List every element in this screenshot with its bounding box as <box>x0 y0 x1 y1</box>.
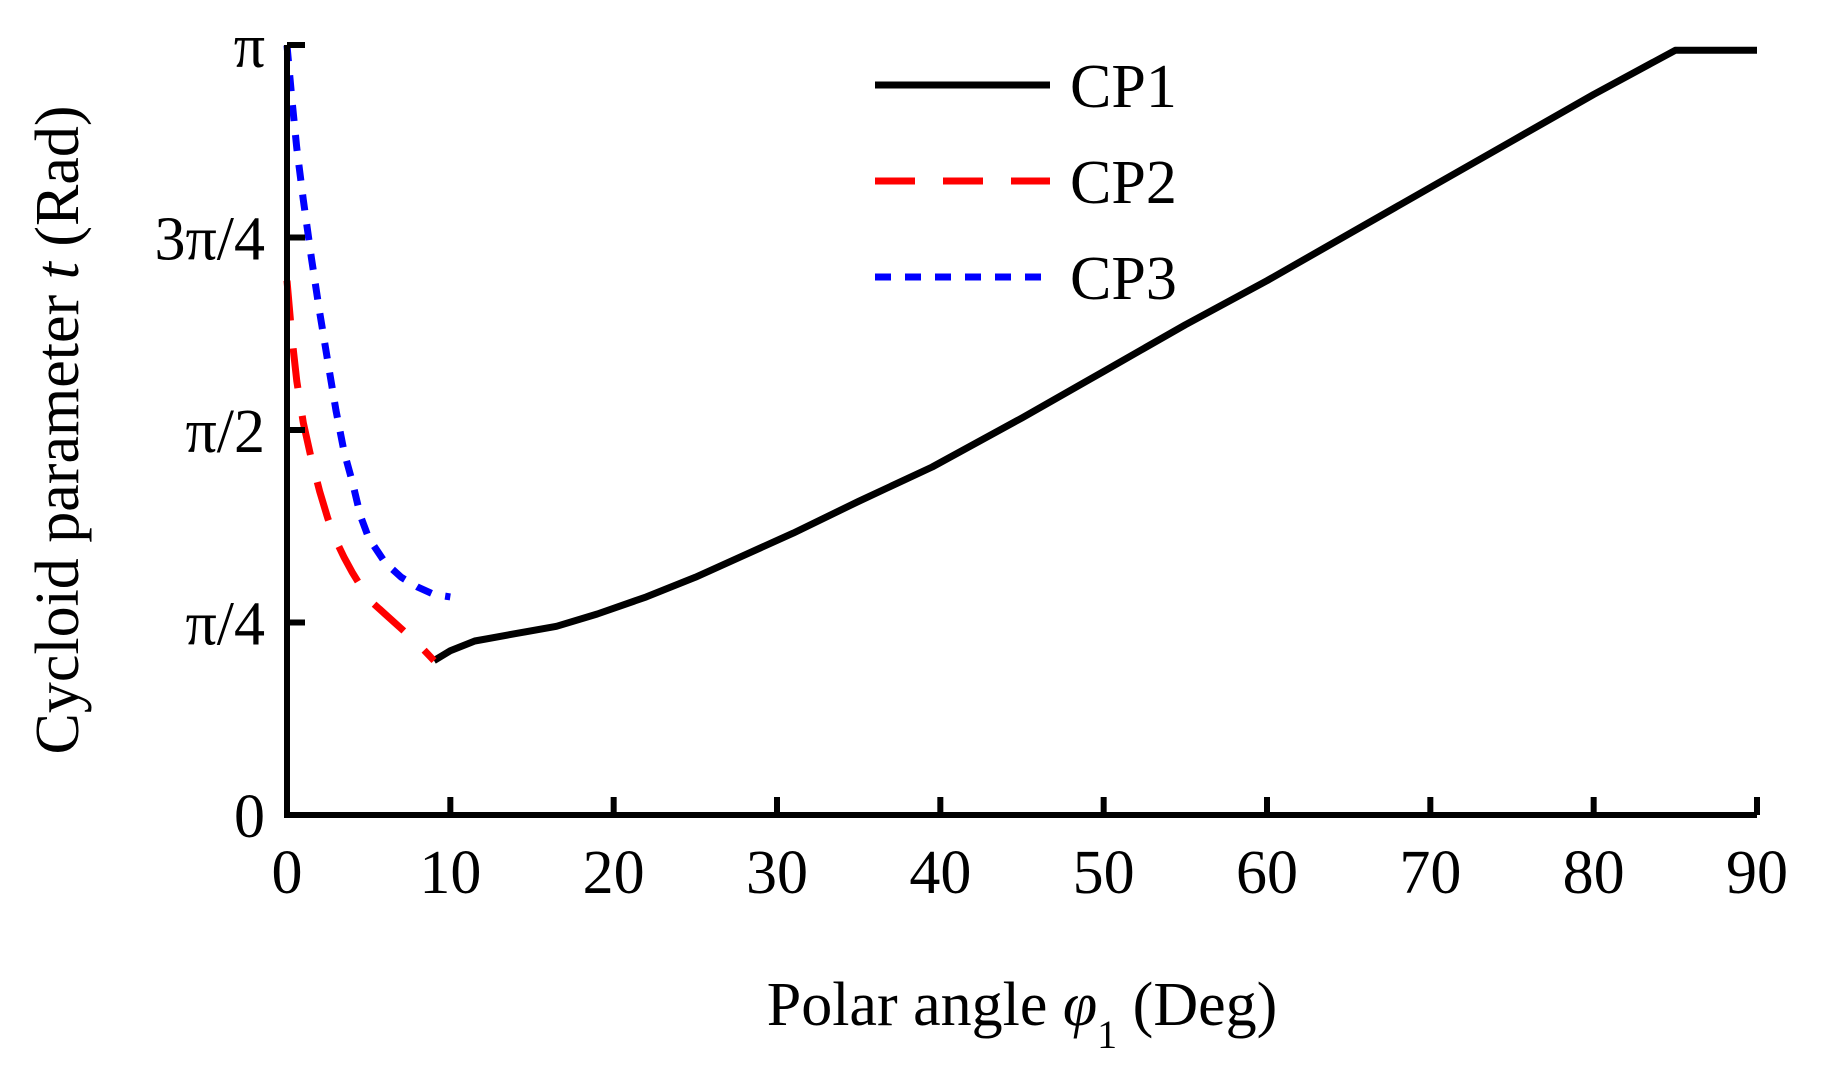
y-tick-label: 0 <box>234 783 265 851</box>
legend-label-cp3: CP3 <box>1070 245 1177 313</box>
x-tick-label: 70 <box>1399 839 1461 907</box>
series-layer <box>283 45 1757 664</box>
x-tick-label: 20 <box>583 839 645 907</box>
x-tick-label: 50 <box>1073 839 1135 907</box>
x-axis-title-subscript: 1 <box>1097 1012 1117 1057</box>
y-axis-title-pre: Cycloid parameter <box>24 279 92 754</box>
x-tick-label: 80 <box>1563 839 1625 907</box>
x-tick-label: 10 <box>419 839 481 907</box>
y-axis-title: Cycloid parameter t (Rad) <box>24 105 92 754</box>
ticks: 0 10 20 30 40 50 60 70 80 90 0 π/4 π/2 3π/4 π <box>154 13 1788 907</box>
series-line-cp1 <box>432 46 1757 664</box>
series-line-cp3 <box>283 45 451 601</box>
series-line-cp2 <box>283 280 437 664</box>
x-tick-label: 40 <box>909 839 971 907</box>
legend-label-cp2: CP2 <box>1070 149 1177 217</box>
y-tick-label: 3π/4 <box>154 205 265 273</box>
axes <box>284 45 1757 818</box>
x-axis-title-symbol: φ <box>1063 971 1097 1039</box>
y-tick-label: π/2 <box>185 398 265 466</box>
legend-label-cp1: CP1 <box>1070 53 1177 121</box>
y-axis-title-post: (Rad) <box>24 105 92 262</box>
legend: CP1 CP2 CP3 <box>875 53 1177 313</box>
y-axis-title-symbol: t <box>24 260 92 279</box>
x-tick-label: 0 <box>272 839 303 907</box>
x-tick-label: 30 <box>746 839 808 907</box>
x-axis-title: Polar angle φ1 (Deg) <box>767 971 1278 1057</box>
y-tick-label: π/4 <box>185 590 265 658</box>
x-axis-title-pre: Polar angle <box>767 971 1063 1039</box>
x-tick-label: 90 <box>1726 839 1788 907</box>
x-tick-label: 60 <box>1236 839 1298 907</box>
y-tick-label: π <box>234 13 265 81</box>
x-axis-title-post: (Deg) <box>1117 971 1277 1039</box>
